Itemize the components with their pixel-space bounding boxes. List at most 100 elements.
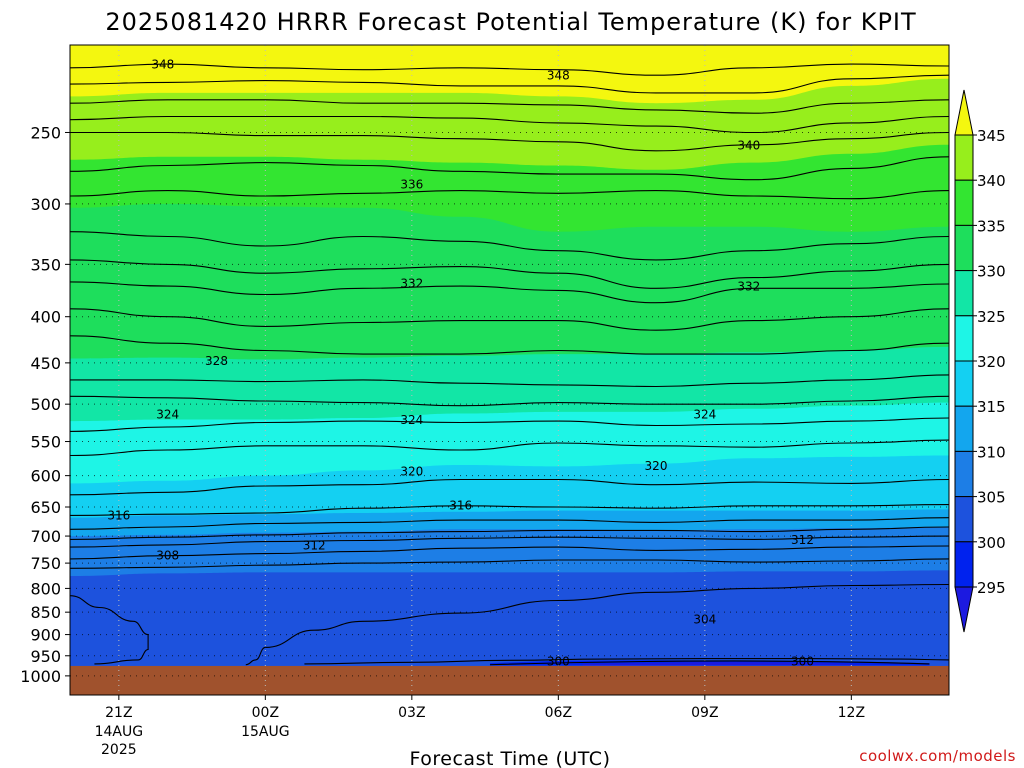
- contour-line-21: [70, 545, 949, 560]
- x-tick-label: 09Z: [691, 705, 718, 721]
- contour-304: [265, 583, 949, 648]
- contour-label-324: 324: [693, 408, 716, 422]
- contour-304-b: [245, 646, 266, 666]
- x-tick-sublabel: 14AUG: [95, 724, 144, 740]
- x-axis-label: Forecast Time (UTC): [410, 748, 611, 768]
- contour-line-19: [70, 526, 949, 540]
- contour-label-340: 340: [737, 138, 760, 152]
- contour-line-16: [70, 478, 949, 496]
- colorbar-seg-320: [954, 360, 974, 407]
- contour-label-336: 336: [400, 177, 423, 191]
- colorbar: 295 300 305 310 315 320 325 330 335 340 345: [954, 89, 1006, 633]
- x-axis: 21Z 14AUG 2025 00Z 15AUG 03Z 06Z 09Z 12Z: [95, 695, 865, 758]
- colorbar-label: 325: [977, 308, 1006, 326]
- contour-line-20: [70, 535, 949, 548]
- contour-line-10: [70, 308, 949, 331]
- colorbar-extend-top: [954, 89, 974, 136]
- contour-label-312: 312: [303, 538, 326, 552]
- y-tick-label: 950: [30, 647, 61, 666]
- contour-label-324: 324: [156, 408, 179, 422]
- y-tick-label: 600: [30, 467, 61, 486]
- contour-line-7: [70, 231, 949, 261]
- colorbar-seg-305: [954, 496, 974, 543]
- contour-300: [489, 660, 930, 666]
- colorbar-seg-325: [954, 315, 974, 362]
- contour-label-316: 316: [449, 499, 472, 513]
- colorbar-label: 315: [977, 398, 1006, 416]
- colorbar-seg-310: [954, 450, 974, 498]
- contour-label-348: 348: [547, 69, 570, 83]
- contour-label-312: 312: [791, 533, 814, 547]
- contour-line-18: [70, 517, 949, 530]
- y-tick-label: 450: [30, 354, 61, 373]
- contour-line-0: [70, 63, 949, 76]
- contour-label-300: 300: [547, 655, 570, 669]
- y-tick-label: 650: [30, 498, 61, 517]
- y-tick-label: 400: [30, 308, 61, 327]
- x-tick-label: 03Z: [398, 705, 425, 721]
- y-tick-label: 350: [30, 255, 61, 274]
- colorbar-label: 340: [977, 172, 1006, 190]
- x-tick-sublabel: 2025: [101, 742, 137, 758]
- colorbar-seg-330: [954, 270, 974, 317]
- contour-lines: [70, 63, 949, 666]
- x-tick-label: 00Z: [252, 705, 279, 721]
- x-tick-label: 06Z: [545, 705, 572, 721]
- contour-line-6: [70, 190, 949, 200]
- x-tick-sublabel: 15AUG: [241, 724, 290, 740]
- y-tick-label: 550: [30, 433, 61, 452]
- y-axis: 250 300 350 400 450 500 550 600 650 700 750 800 850 9…: [20, 123, 70, 686]
- credit-text: coolwx.com/models: [859, 747, 1016, 765]
- x-tick-label: 21Z: [105, 705, 132, 721]
- colorbar-label: 330: [977, 263, 1006, 281]
- contour-labels: 348 348 340 336 332 332 328 324 324 324 320 320 316 3…: [107, 58, 814, 669]
- contour-label-304: 304: [693, 613, 716, 627]
- x-tick-label: 12Z: [838, 705, 865, 721]
- colorbar-seg-340: [954, 179, 974, 226]
- color-bands: [70, 45, 949, 695]
- contour-line-13: [70, 395, 949, 407]
- contour-label-316: 316: [107, 508, 130, 522]
- contour-line-2: [70, 99, 949, 114]
- colorbar-label: 345: [977, 127, 1006, 145]
- contour-line-22: [70, 558, 949, 569]
- ground: [70, 665, 949, 695]
- contour-label-320: 320: [400, 465, 423, 479]
- contour-label-324: 324: [400, 413, 423, 427]
- colorbar-label: 305: [977, 489, 1006, 507]
- colorbar-label: 295: [977, 579, 1006, 597]
- plot-area: 348 348 340 336 332 332 328 324 324 324 320 320 316 3…: [70, 45, 949, 695]
- contour-line-5: [70, 156, 949, 181]
- contour-line-1: [70, 74, 949, 94]
- colorbar-label: 300: [977, 534, 1006, 552]
- contour-line-11: [70, 335, 949, 355]
- y-tick-label: 800: [30, 579, 61, 598]
- contour-label-332: 332: [737, 280, 760, 294]
- y-tick-label: 500: [30, 395, 61, 414]
- contour-line-4: [70, 131, 949, 152]
- y-tick-label: 250: [30, 123, 61, 142]
- colorbar-label: 320: [977, 353, 1006, 371]
- contour-line-12: [70, 374, 949, 388]
- colorbar-seg-345: [954, 134, 974, 181]
- contour-line-8: [70, 259, 949, 289]
- contour-label-348: 348: [151, 58, 174, 72]
- contour-line-9: [70, 281, 949, 304]
- y-tick-label: 700: [30, 527, 61, 546]
- contour-label-328: 328: [205, 354, 228, 368]
- colorbar-seg-315: [954, 405, 974, 452]
- y-tick-label: 1000: [20, 667, 61, 686]
- y-tick-label: 900: [30, 626, 61, 645]
- contour-line-3: [70, 115, 949, 134]
- y-tick-label: 850: [30, 603, 61, 622]
- colorbar-label: 335: [977, 217, 1006, 235]
- contour-line-14: [70, 417, 949, 432]
- contour-line-15: [70, 439, 949, 457]
- y-tick-label: 750: [30, 554, 61, 573]
- contour-line-17: [70, 504, 949, 516]
- colorbar-extend-bottom: [954, 586, 974, 633]
- contour-label-320: 320: [645, 459, 668, 473]
- colorbar-seg-300: [954, 541, 974, 588]
- grid: [70, 45, 949, 695]
